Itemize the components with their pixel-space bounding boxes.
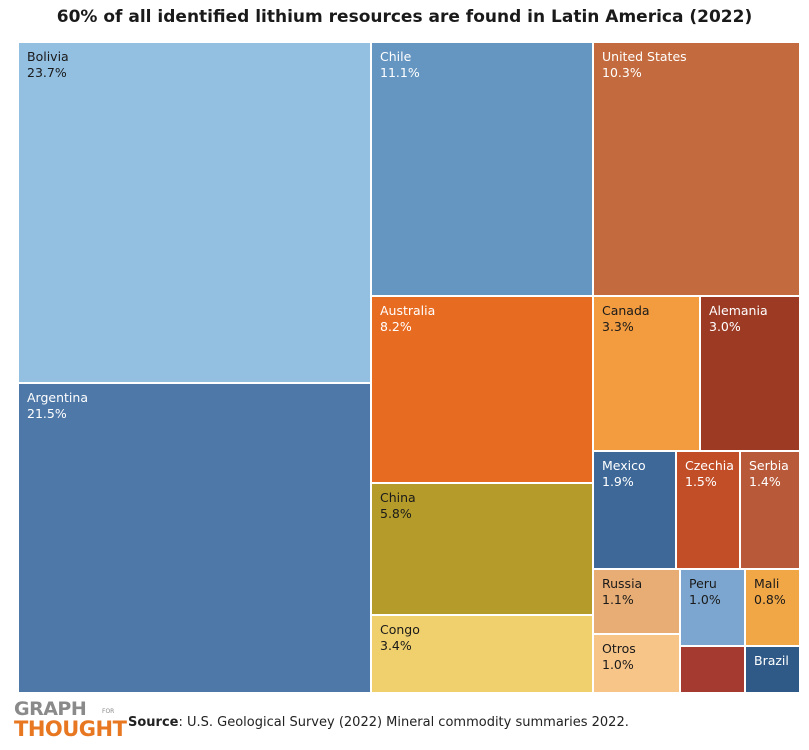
tile-label: Argentina: [27, 390, 88, 405]
logo-line-thought: THOUGHT: [14, 717, 127, 741]
tile-label: United States: [602, 49, 687, 64]
tile-chile[interactable]: Chile 11.1%: [371, 42, 593, 296]
tile-canada[interactable]: Canada 3.3%: [593, 296, 700, 451]
tile-peru[interactable]: Peru 1.0%: [680, 569, 745, 646]
tile-value: 8.2%: [380, 319, 412, 334]
tile-czechia[interactable]: Czechia 1.5%: [676, 451, 740, 569]
tile-value: 3.3%: [602, 319, 634, 334]
tile-russia[interactable]: Russia 1.1%: [593, 569, 680, 634]
tile-label: China: [380, 490, 416, 505]
tile-mexico[interactable]: Mexico 1.9%: [593, 451, 676, 569]
source-label: Source: [128, 715, 179, 730]
tile-bolivia[interactable]: Bolivia 23.7%: [18, 42, 371, 383]
tile-value: 5.8%: [380, 506, 412, 521]
tile-congo[interactable]: Congo 3.4%: [371, 615, 593, 693]
chart-title: 60% of all identified lithium resources …: [56, 7, 753, 27]
tile-label: Peru: [689, 576, 717, 591]
tile-value: 3.4%: [380, 638, 412, 653]
tile-value: 3.0%: [709, 319, 741, 334]
tile-label: Congo: [380, 622, 420, 637]
tile-value: 23.7%: [27, 65, 67, 80]
source-text: : U.S. Geological Survey (2022) Mineral …: [178, 715, 629, 730]
tile-value: 1.0%: [602, 657, 634, 672]
tile-label: Mexico: [602, 458, 646, 473]
tile-unlabeled-16[interactable]: [680, 646, 745, 693]
tile-value: 1.1%: [602, 592, 634, 607]
tile-australia[interactable]: Australia 8.2%: [371, 296, 593, 483]
tile-argentina[interactable]: Argentina 21.5%: [18, 383, 371, 693]
tile-label: Brazil: [754, 653, 789, 668]
tile-brazil[interactable]: Brazil: [745, 646, 800, 693]
tile-label: Alemania: [709, 303, 768, 318]
tile-label: Russia: [602, 576, 643, 591]
tile-label: Australia: [380, 303, 436, 318]
tile-otros[interactable]: Otros 1.0%: [593, 634, 680, 693]
tile-value: 11.1%: [380, 65, 420, 80]
tile-alemania[interactable]: Alemania 3.0%: [700, 296, 800, 451]
tile-value: 10.3%: [602, 65, 642, 80]
tile-label: Canada: [602, 303, 650, 318]
tile-value: 1.5%: [685, 474, 717, 489]
tile-label: Bolivia: [27, 49, 69, 64]
tile-value: 1.0%: [689, 592, 721, 607]
tile-china[interactable]: China 5.8%: [371, 483, 593, 615]
tile-label: Serbia: [749, 458, 789, 473]
tile-label: Czechia: [685, 458, 734, 473]
logo-line-graph: GRAPH FOR: [14, 700, 126, 719]
tile-label: Mali: [754, 576, 780, 591]
tile-label: Chile: [380, 49, 412, 64]
logo-graph-text: GRAPH: [14, 698, 87, 720]
graph-for-thought-logo: GRAPH FOR THOUGHT: [14, 700, 127, 741]
logo-for-text: FOR: [102, 708, 115, 715]
tile-value: 1.9%: [602, 474, 634, 489]
tile-value: 0.8%: [754, 592, 786, 607]
tile-value: 21.5%: [27, 406, 67, 421]
tile-label: Otros: [602, 641, 636, 656]
tile-serbia[interactable]: Serbia 1.4%: [740, 451, 800, 569]
tile-united-states[interactable]: United States 10.3%: [593, 42, 800, 296]
tile-value: 1.4%: [749, 474, 781, 489]
tile-mali[interactable]: Mali 0.8%: [745, 569, 800, 646]
source-note: Source: U.S. Geological Survey (2022) Mi…: [128, 715, 629, 730]
